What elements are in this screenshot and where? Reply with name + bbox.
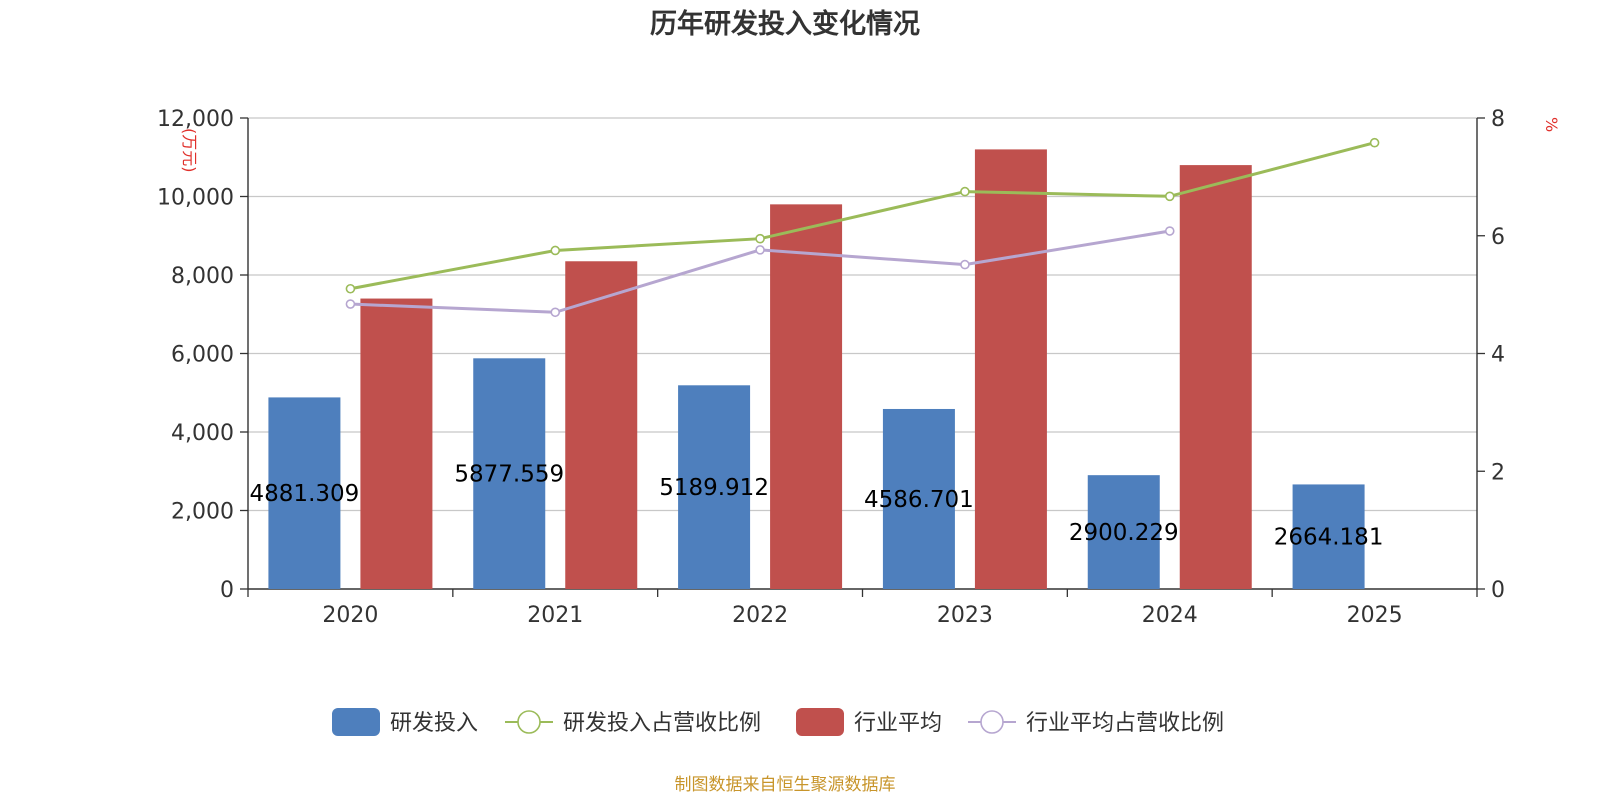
data-label: 2664.181 [1274,525,1384,551]
point-rd-ratio [550,245,561,256]
legend-rd-investment[interactable]: 研发投入 [332,708,478,736]
data-label: 4586.701 [864,487,974,513]
x-tick-label: 2020 [322,603,378,628]
x-tick-label: 2025 [1347,603,1403,628]
bar-rd-investment [1292,484,1365,589]
legend-label: 行业平均 [854,711,942,736]
bar-rd-investment [1087,475,1160,589]
data-label: 2900.229 [1069,520,1179,546]
y-right-tick-label: 2 [1491,460,1505,485]
y-right-tick-label: 4 [1491,343,1505,368]
y-left-tick-label: 10,000 [157,186,234,211]
y-left-tick-label: 8,000 [171,264,234,289]
y-left-unit: (万元) [180,128,199,173]
axes: 0 2,000 4,000 6,000 8,000 10,000 12,000 0 2 4 6 8 (万… [157,107,1561,628]
y-left-tick-label: 12,000 [157,107,234,132]
y-left-tick-label: 0 [220,578,234,603]
bar-industry-average [770,204,843,589]
y-left-tick-label: 6,000 [171,343,234,368]
point-rd-ratio [960,186,970,197]
chart-title: 历年研发投入变化情况 [650,8,920,40]
legend-label: 研发投入 [390,711,478,736]
legend[interactable]: 研发投入 研发投入占营收比例 行业平均 行业平均占营收比例 [332,708,1224,736]
legend-label: 研发投入占营收比例 [563,711,761,736]
legend-industry-ratio[interactable]: 行业平均占营收比例 [968,710,1224,736]
point-rd-ratio [1164,191,1175,202]
legend-industry-average[interactable]: 行业平均 [796,708,942,736]
line-rd-ratio [350,141,1375,291]
y-right-unit: % [1542,117,1561,132]
bar-industry-average [565,261,638,589]
legend-label: 行业平均占营收比例 [1026,711,1224,736]
legend-swatch-marker [517,710,541,734]
point-industry-ratio [550,307,561,318]
point-rd-ratio [345,283,356,294]
x-tick-label: 2021 [527,603,583,628]
data-label: 4881.309 [250,481,360,507]
y-right-tick-label: 8 [1491,107,1505,132]
y-left-tick-label: 2,000 [171,500,234,525]
data-labels: 4881.309 5877.559 5189.912 4586.701 2900.229… [250,462,1384,551]
point-industry-ratio [755,245,765,255]
y-right-tick-label: 6 [1491,225,1505,250]
bar-industry-average [974,149,1047,589]
point-industry-ratio [345,299,356,309]
y-right-tick-label: 0 [1491,578,1505,603]
grid [248,117,1477,512]
bar-industry-average [1179,165,1252,589]
legend-swatch [796,708,844,736]
point-rd-ratio [1369,137,1380,148]
x-tick-label: 2024 [1142,603,1198,628]
point-industry-ratio [1164,226,1175,236]
legend-swatch-marker [980,710,1004,734]
bars [268,149,1365,589]
bar-rd-investment [882,408,955,589]
x-tick-label: 2023 [937,603,993,628]
bar-rd-investment [268,397,341,589]
x-tick-label: 2022 [732,603,788,628]
point-industry-ratio [960,259,970,270]
bar-industry-average [360,298,433,589]
data-label: 5877.559 [454,462,564,488]
lines [345,137,1380,318]
bar-rd-investment [678,385,751,589]
source-note: 制图数据来自恒生聚源数据库 [675,775,896,795]
point-rd-ratio [755,233,765,244]
y-left-tick-label: 4,000 [171,421,234,446]
bar-rd-investment [473,358,546,589]
legend-rd-ratio[interactable]: 研发投入占营收比例 [505,710,761,736]
legend-swatch [332,708,380,736]
data-label: 5189.912 [659,475,769,501]
